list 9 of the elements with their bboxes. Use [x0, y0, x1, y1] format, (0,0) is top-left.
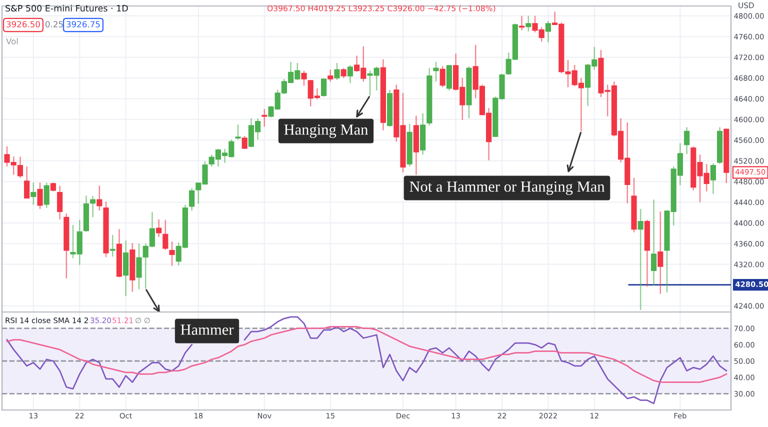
annotation: 0.25 [46, 21, 63, 28]
line-series [6, 326, 728, 383]
annotation: 3926.50 [6, 21, 40, 28]
chart-title: S&P 500 E-mini Futures · 1D [6, 4, 128, 12]
annotation: Vol [6, 38, 18, 44]
annotation: Not a Hammer or Hanging Man [410, 182, 605, 195]
annotation: 3926.75 [66, 21, 100, 28]
annotation: Hanging Man [284, 124, 368, 138]
annotation: Hammer [180, 324, 234, 335]
